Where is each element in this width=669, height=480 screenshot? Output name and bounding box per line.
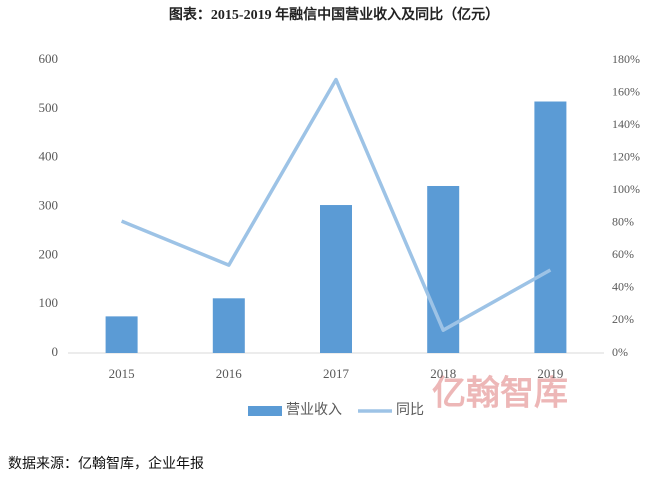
x-tick-label: 2015 <box>109 366 135 381</box>
y2-tick-label: 160% <box>612 84 640 98</box>
x-tick-label: 2019 <box>537 366 563 381</box>
y2-tick-label: 0% <box>612 345 628 359</box>
legend-swatch <box>248 406 282 416</box>
y-tick-label: 0 <box>52 344 59 359</box>
y-tick-label: 100 <box>39 295 59 310</box>
bar <box>534 101 567 353</box>
legend-label: 营业收入 <box>286 402 342 418</box>
watermark: 亿翰智库 <box>432 374 568 414</box>
y2-tick-label: 100% <box>612 182 640 196</box>
y-tick-label: 300 <box>39 197 59 212</box>
source-note: 数据来源：亿翰智库，企业年报 <box>8 455 204 472</box>
x-tick-label: 2016 <box>216 366 243 381</box>
y2-tick-label: 80% <box>612 215 634 229</box>
y2-tick-label: 40% <box>612 280 634 294</box>
chart-title: 图表：2015-2019 年融信中国营业收入及同比（亿元） <box>169 6 499 23</box>
y2-tick-label: 180% <box>612 52 640 66</box>
line <box>120 77 552 332</box>
legend-label: 同比 <box>396 402 424 418</box>
y2-tick-label: 120% <box>612 149 640 163</box>
y-tick-label: 500 <box>39 100 59 115</box>
y-tick-label: 400 <box>39 149 59 164</box>
y2-tick-label: 140% <box>612 117 640 131</box>
y-tick-label: 600 <box>39 51 59 66</box>
y2-tick-label: 60% <box>612 247 634 261</box>
x-tick-label: 2018 <box>430 366 456 381</box>
bar <box>105 316 138 353</box>
y2-tick-label: 20% <box>612 312 634 326</box>
bar <box>320 205 352 353</box>
y-tick-label: 200 <box>39 246 59 261</box>
x-tick-label: 2017 <box>323 366 350 381</box>
bar <box>212 298 245 353</box>
